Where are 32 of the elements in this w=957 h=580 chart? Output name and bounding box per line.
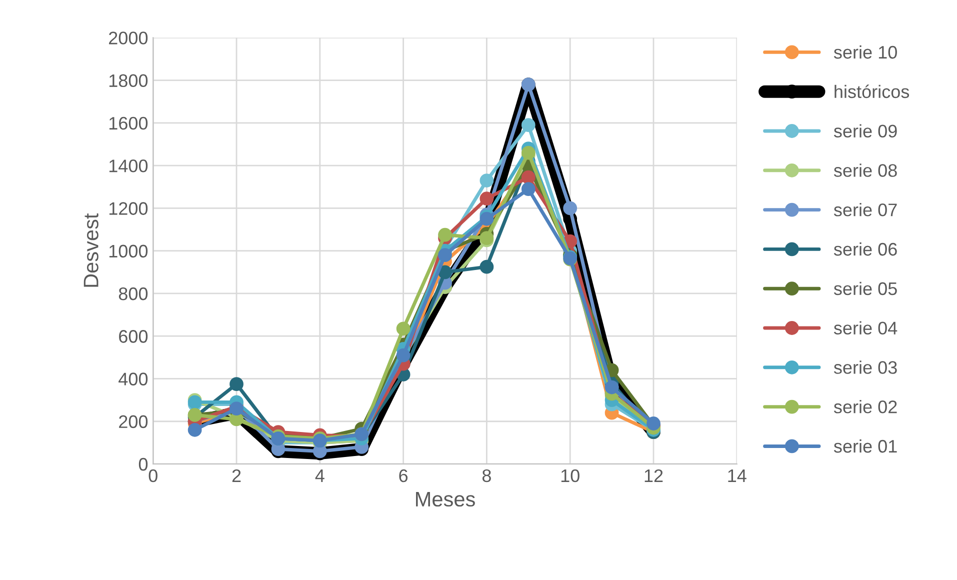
y-tick-label: 1600 — [109, 116, 148, 130]
x-tick-label: 14 — [728, 470, 746, 482]
legend-label: históricos — [834, 84, 910, 98]
x-tick-label: 4 — [315, 470, 324, 482]
x-axis-title: Meses — [416, 492, 475, 507]
x-tick-label: 6 — [399, 469, 408, 482]
legend-label: serie 10 — [834, 45, 897, 59]
x-tick-label: 2 — [232, 469, 241, 482]
legend-label: serie 02 — [834, 400, 897, 414]
y-tick-label: 1400 — [109, 160, 148, 172]
legend-label: serie 08 — [834, 164, 897, 177]
x-tick-label: 12 — [644, 469, 663, 482]
x-tick-label: 10 — [561, 469, 580, 482]
y-tick-label: 0 — [138, 458, 148, 471]
y-tick-label: 1800 — [109, 74, 148, 88]
y-tick-label: 1200 — [109, 202, 148, 215]
y-tick-label: 2000 — [109, 32, 148, 44]
legend-label: serie 06 — [834, 242, 897, 256]
legend-label: serie 05 — [834, 282, 897, 296]
legend-label: serie 03 — [834, 360, 897, 374]
y-tick-label: 800 — [118, 287, 148, 300]
x-tick-label: 0 — [148, 469, 158, 482]
legend-label: serie 04 — [834, 321, 898, 334]
legend-label: serie 09 — [834, 124, 897, 138]
y-axis-title: Desvest — [84, 213, 98, 287]
legend-label: serie 07 — [834, 203, 897, 216]
x-tick-label: 8 — [482, 469, 491, 482]
y-tick-label: 400 — [118, 372, 148, 386]
y-tick-label: 600 — [119, 330, 148, 343]
y-tick-label: 200 — [119, 415, 148, 428]
y-tick-label: 1000 — [109, 244, 148, 258]
legend-label: serie 01 — [834, 439, 897, 453]
